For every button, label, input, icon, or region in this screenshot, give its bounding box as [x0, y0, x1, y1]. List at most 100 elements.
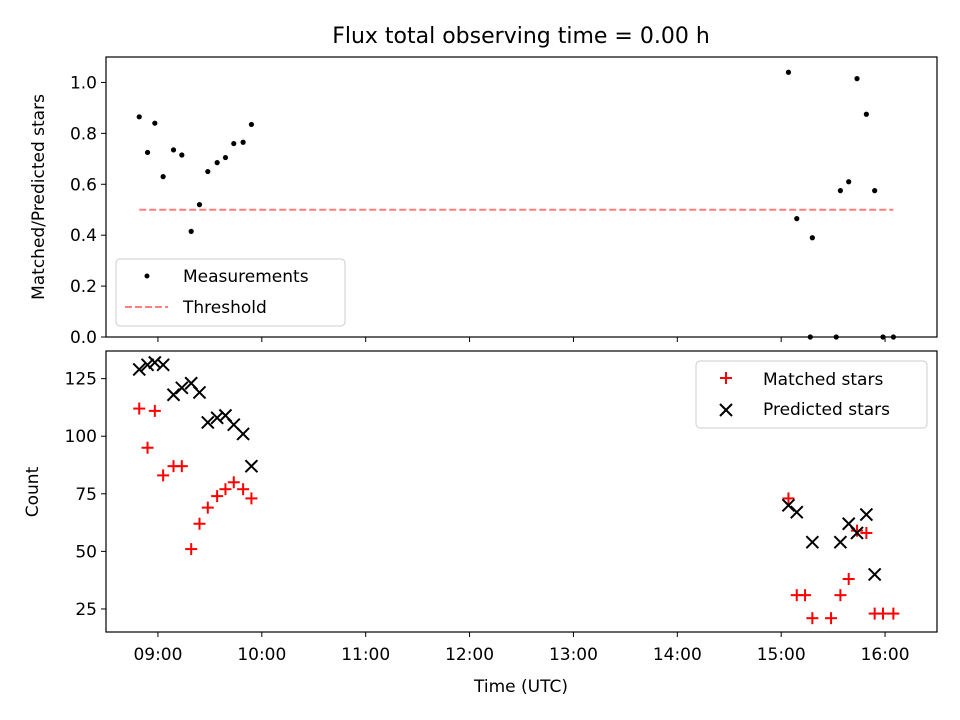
matched-star-point: [825, 612, 838, 625]
bottom-x-tick-label: 16:00: [861, 645, 910, 665]
matched-star-point: [201, 501, 214, 514]
bottom-y-axis-label: Count: [23, 466, 43, 517]
matched-star-point: [175, 460, 188, 473]
predicted-star-point: [867, 567, 882, 582]
bottom-x-tick-label: 15:00: [757, 645, 806, 665]
matched-star-point: [193, 517, 206, 530]
measurement-point: [863, 111, 869, 117]
bottom-legend-box: [695, 360, 928, 429]
matched-star-point: [834, 589, 847, 602]
top-plot-marks: [136, 69, 896, 340]
bottom-x-tick-label: 11:00: [341, 645, 390, 665]
bottom-panel: 25 50 75 100 125 09:00 10:00 11:00 12:00 13:00 14…: [23, 350, 938, 697]
bottom-x-tick-label: 12:00: [445, 645, 494, 665]
matched-star-point: [851, 524, 864, 537]
bottom-y-tick-label: 25: [75, 600, 97, 620]
predicted-star-point: [140, 358, 155, 372]
predicted-star-point: [148, 355, 162, 370]
matched-star-point: [157, 469, 170, 482]
top-x-axis: [157, 337, 886, 342]
bottom-x-tick-label: 10:00: [237, 645, 286, 665]
top-y-tick-label: 0.8: [70, 124, 97, 144]
bottom-y-tick-label: 50: [75, 542, 97, 562]
matched-star-point: [141, 441, 154, 454]
predicted-star-point: [175, 381, 189, 395]
measurement-point: [144, 149, 151, 156]
matched-star-point: [148, 404, 161, 417]
predicted-star-point: [132, 362, 146, 377]
matched-star-point: [806, 612, 819, 625]
matched-star-point: [799, 589, 812, 602]
matched-star-point: [782, 492, 795, 505]
matched-star-point: [876, 607, 889, 620]
top-y-tick-label: 0.6: [70, 175, 97, 195]
legend-predicted-label: Predicted stars: [763, 400, 890, 420]
legend-threshold-label: Threshold: [182, 298, 267, 318]
bottom-x-tick-label: 14:00: [653, 645, 702, 665]
legend-predicted-marker: [719, 403, 733, 417]
predicted-star-point: [833, 535, 848, 549]
matched-star-point: [237, 483, 250, 496]
measurement-point: [794, 216, 800, 222]
measurement-point: [846, 179, 852, 185]
bottom-y-tick-label: 75: [75, 485, 97, 505]
top-legend: Measurements Threshold: [115, 258, 346, 327]
top-y-tick-label: 0.0: [70, 328, 97, 348]
measurement-point: [188, 228, 194, 234]
matched-star-point: [133, 402, 146, 415]
top-axes-frame: [105, 56, 938, 338]
bottom-x-axis: 09:00 10:00 11:00 12:00 13:00 14:00 15:00 16:00: [133, 632, 910, 665]
measurement-point: [872, 188, 878, 194]
measurement-point: [214, 160, 220, 166]
measurement-point: [222, 154, 229, 161]
top-y-axis-label: Matched/Predicted stars: [29, 94, 49, 300]
predicted-star-point: [192, 385, 207, 400]
predicted-star-point: [805, 535, 820, 549]
top-legend-box: [115, 258, 346, 327]
bottom-y-tick-label: 100: [65, 427, 97, 447]
predicted-star-point: [859, 507, 874, 522]
bottom-x-axis-label: Time (UTC): [473, 677, 568, 697]
chart-title: Flux total observing time = 0.00 h: [332, 24, 710, 49]
predicted-star-point: [201, 415, 215, 430]
top-y-axis: 0.0 0.2 0.4 0.6 0.8 1.0: [70, 73, 106, 348]
measurement-point: [809, 235, 815, 241]
measurement-point: [248, 121, 255, 128]
bottom-legend: Matched stars Predicted stars: [695, 360, 928, 429]
legend-matched-marker: [720, 372, 732, 384]
matched-star-point: [227, 476, 240, 489]
bottom-x-tick-label: 13:00: [549, 645, 598, 665]
measurement-point: [152, 120, 158, 126]
legend-matched-label: Matched stars: [763, 370, 883, 390]
measurement-point: [837, 188, 843, 194]
top-y-tick-label: 0.4: [70, 226, 97, 246]
measurement-point: [231, 140, 237, 147]
matched-star-point: [842, 573, 855, 586]
predicted-star-point: [790, 505, 804, 519]
predicted-star-point: [236, 427, 250, 441]
bottom-axes-frame: [105, 350, 938, 633]
measurement-point: [196, 202, 203, 208]
matched-star-point: [185, 543, 198, 556]
predicted-star-point: [210, 411, 224, 425]
legend-measurements-marker: [144, 273, 150, 279]
matched-star-point: [887, 607, 900, 620]
predicted-star-point: [850, 526, 864, 540]
top-y-tick-label: 0.2: [70, 277, 97, 297]
matched-star-point: [219, 483, 232, 496]
measurement-point: [136, 114, 142, 120]
top-panel: Flux total observing time = 0.00 h 0.0 0.…: [29, 24, 938, 348]
predicted-star-point: [244, 459, 259, 473]
matched-star-point: [211, 490, 224, 503]
matched-star-point: [860, 526, 873, 539]
measurement-point: [170, 147, 177, 153]
measurement-point: [160, 174, 166, 180]
measurement-point: [179, 152, 185, 158]
bottom-x-tick-label: 09:00: [133, 645, 182, 665]
bottom-plot-marks: [132, 355, 900, 625]
predicted-star-point: [156, 358, 170, 372]
measurement-point: [205, 168, 211, 175]
legend-measurements-label: Measurements: [183, 267, 309, 287]
